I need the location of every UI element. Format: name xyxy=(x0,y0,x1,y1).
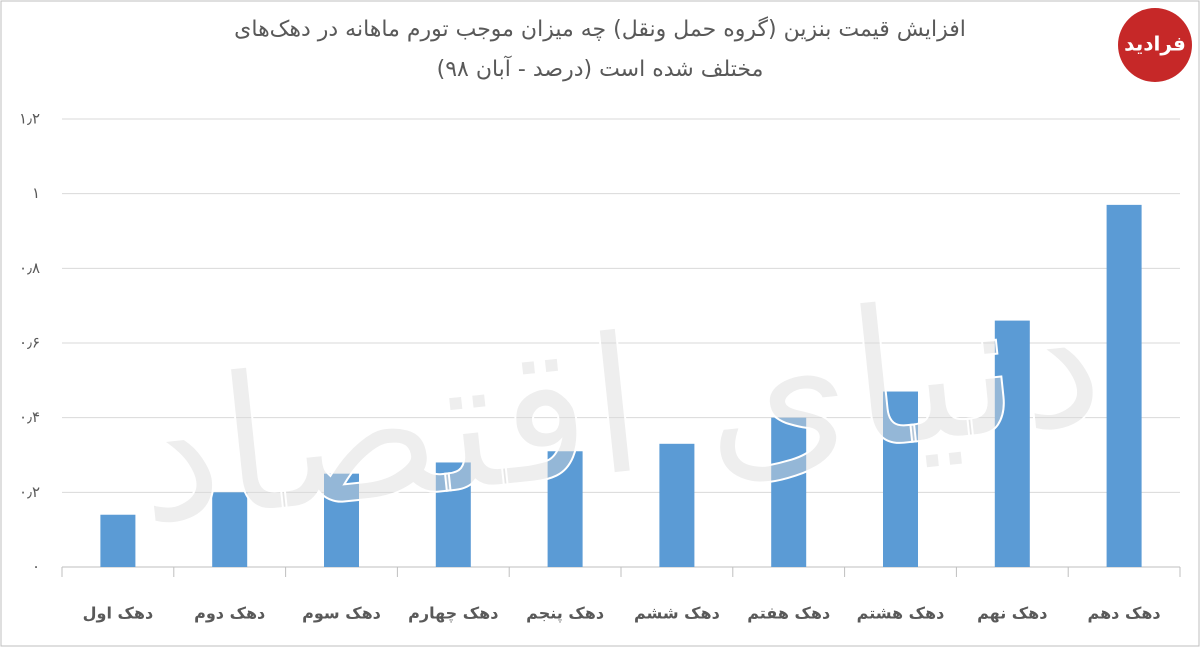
y-tick-label: ۰٫۶ xyxy=(19,334,40,352)
x-tick-label: دهک هشتم xyxy=(857,604,945,623)
bar xyxy=(1106,204,1142,567)
x-tick-label: دهک دوم xyxy=(194,604,265,623)
x-tick-label: دهک ششم xyxy=(634,604,720,623)
x-tick-label: دهک سوم xyxy=(302,604,381,623)
x-tick-label: دهک پنجم xyxy=(526,604,604,624)
x-tick-label: دهک اول xyxy=(83,604,154,623)
bar xyxy=(547,451,583,567)
y-tick-label: ۰٫۲ xyxy=(19,483,40,501)
bar xyxy=(100,514,136,567)
plot-area: ۰ ۰٫۲ ۰٫۴ ۰٫۶ ۰٫۸ ۱ ۱٫۲ دهک اول دهک دوم دهک سوم ده… xyxy=(19,110,1181,624)
bar xyxy=(994,320,1030,567)
y-tick-label: ۱ xyxy=(32,184,40,202)
chart-title: مختلف شده است (درصد - آبان ۹۸) xyxy=(437,55,764,82)
y-tick-label: ۰٫۸ xyxy=(19,259,40,277)
bar xyxy=(659,443,695,567)
y-tick-label: ۱٫۲ xyxy=(19,110,40,128)
x-tick-label: دهک چهارم xyxy=(408,604,498,624)
x-tick-label: دهک هفتم xyxy=(747,604,830,623)
bar xyxy=(883,391,918,567)
y-tick-label: ۰٫۴ xyxy=(19,408,40,426)
x-tick-label: دهک دهم xyxy=(1088,604,1161,623)
x-tick-label: دهک نهم xyxy=(977,604,1047,623)
bar xyxy=(435,462,471,567)
bar xyxy=(771,417,807,567)
bar xyxy=(324,473,359,567)
chart-title: افزایش قیمت بنزین (گروه حمل ونقل) چه میز… xyxy=(234,16,966,42)
bar xyxy=(212,492,248,567)
logo: فرادید xyxy=(1124,32,1186,56)
logo-badge xyxy=(1118,8,1192,82)
y-tick-label: ۰ xyxy=(32,558,40,576)
